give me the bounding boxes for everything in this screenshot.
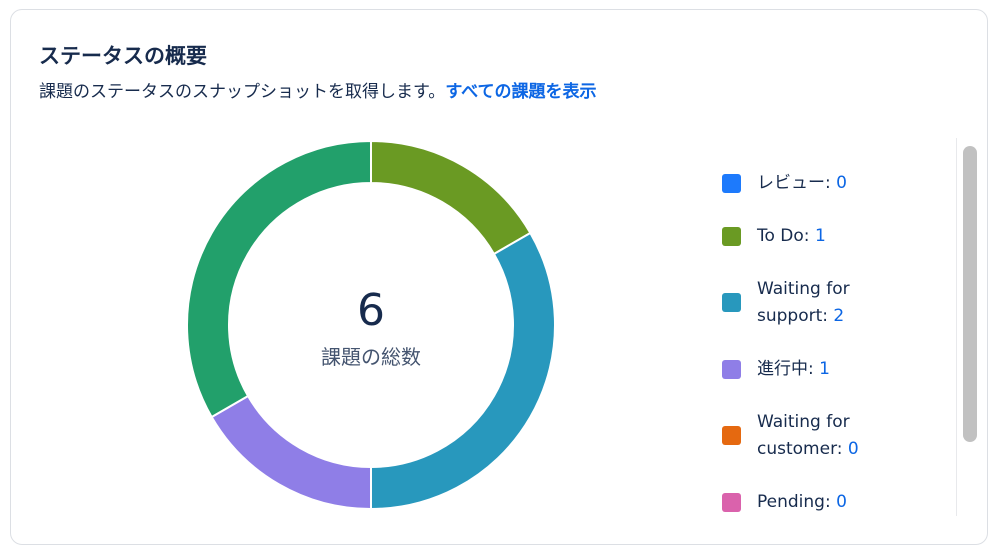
total-count: 6 — [357, 285, 385, 336]
legend-label-text: Pending: — [757, 492, 837, 512]
legend-value-link[interactable]: 1 — [814, 226, 826, 246]
legend-value-link[interactable]: 1 — [819, 359, 830, 379]
legend-item[interactable]: Pending: 0 — [721, 489, 946, 516]
legend-item[interactable]: レビュー: 0 — [721, 170, 946, 197]
legend-swatch — [722, 293, 741, 312]
legend-label: 進行中: 1 — [757, 356, 927, 383]
legend-label-text: 進行中: — [757, 359, 820, 379]
legend-item[interactable]: 進行中: 1 — [721, 356, 946, 383]
legend-label-text: レビュー: — [757, 173, 837, 193]
legend-swatch — [722, 426, 741, 445]
legend-value-link[interactable]: 0 — [836, 492, 847, 512]
status-overview-card: ステータスの概要 課題のステータスのスナップショットを取得します。すべての課題を… — [10, 9, 988, 545]
subtitle-text: 課題のステータスのスナップショットを取得します。 — [39, 82, 446, 102]
legend-label-text: Waiting for — [757, 279, 850, 299]
legend-swatch — [722, 359, 741, 379]
view-all-issues-link[interactable]: すべての課題を表示 — [445, 82, 597, 102]
legend-scrollbar-thumb[interactable] — [963, 146, 977, 442]
donut-ring — [186, 139, 556, 511]
donut-segment-0[interactable] — [370, 139, 532, 256]
legend-label: Waiting for support: 2 — [757, 276, 927, 330]
legend-label-text: Waiting for — [757, 412, 850, 432]
card-title: ステータスの概要 — [39, 44, 207, 68]
legend-label-text: customer: — [757, 439, 848, 459]
legend-swatch — [722, 492, 741, 512]
legend-label-text: support: — [757, 306, 834, 326]
legend-label: レビュー: 0 — [757, 170, 927, 197]
chart-legend: レビュー: 0 To Do: 1 Waiting for support: 2 進行中:… — [721, 148, 946, 516]
total-label: 課題の総数 — [321, 345, 421, 369]
legend-item[interactable]: Waiting for customer: 0 — [721, 409, 946, 463]
legend-label-text: To Do: — [757, 226, 815, 246]
legend-value-link[interactable]: 0 — [836, 173, 847, 193]
card-subtitle: 課題のステータスのスナップショットを取得します。すべての課題を表示 — [39, 77, 596, 102]
donut-segment-1[interactable] — [370, 231, 556, 511]
legend-label: Pending: 0 — [757, 489, 927, 516]
legend-swatch — [722, 226, 741, 246]
legend-item[interactable]: To Do: 1 — [721, 223, 946, 250]
legend-swatch — [722, 173, 741, 193]
legend-label: To Do: 1 — [757, 223, 927, 250]
donut-chart: 6 課題の総数 — [186, 139, 556, 511]
legend-scroll-track — [956, 138, 957, 516]
legend-value-link[interactable]: 2 — [833, 306, 845, 326]
donut-segment-2[interactable] — [210, 394, 372, 511]
legend-value-link[interactable]: 0 — [847, 439, 859, 459]
legend-item[interactable]: Waiting for support: 2 — [721, 276, 946, 330]
legend-label: Waiting for customer: 0 — [757, 409, 927, 463]
donut-segment-3[interactable] — [186, 139, 372, 419]
